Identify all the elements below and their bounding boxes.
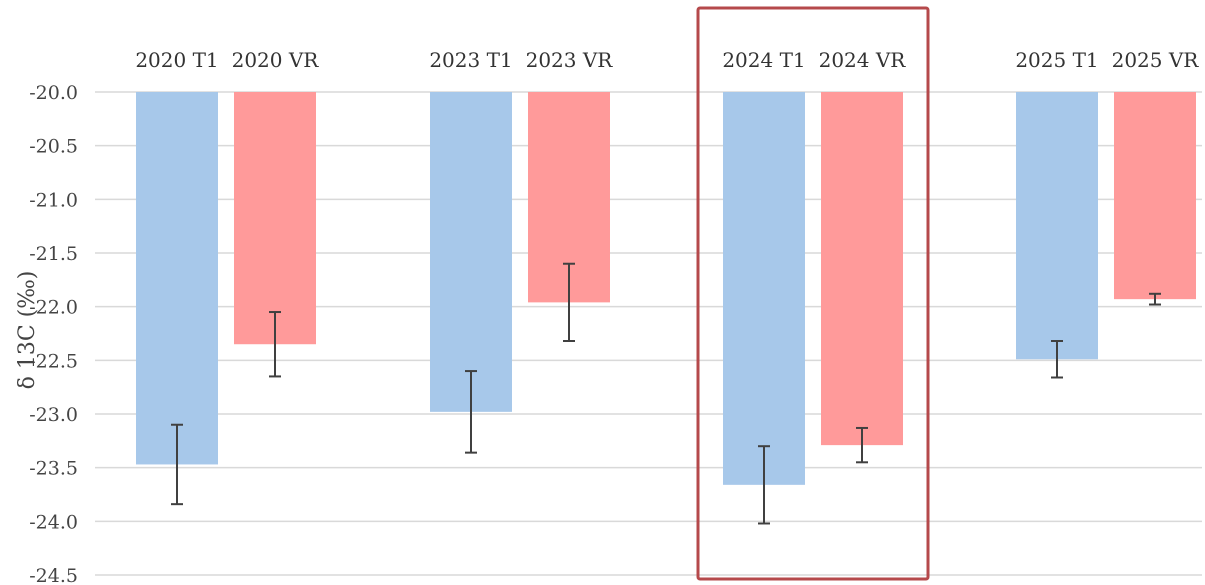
bar-2024-t1 [723, 92, 805, 485]
bar-2024-vr [821, 92, 903, 446]
y-tick-label: -21.0 [29, 189, 78, 211]
category-labels: 2020 T1 2020 VR 2023 T1 2023 VR 2024 T1 2024 … [135, 48, 1199, 72]
y-tick-label: -22.0 [29, 297, 78, 319]
bar-2025-t1 [1016, 92, 1098, 360]
error-bar [563, 262, 575, 343]
category-label: 2024 VR [819, 48, 907, 72]
y-tick-label: -24.0 [29, 511, 78, 533]
y-axis-ticks: -20.0 -20.5 -21.0 -21.5 -22.0 -22.5 -23.0 -23.5… [29, 82, 78, 585]
error-bar [269, 311, 281, 378]
category-label: 2025 VR [1112, 48, 1200, 72]
y-tick-label: -20.0 [29, 82, 78, 104]
error-bar [171, 423, 183, 506]
error-bar [1149, 292, 1161, 306]
y-tick-label: -23.0 [29, 404, 78, 426]
error-bars [171, 262, 1161, 525]
bar-2023-t1 [430, 92, 512, 412]
highlight-box-outline [696, 6, 930, 581]
error-bar [465, 370, 477, 454]
y-tick-label: -20.5 [29, 136, 78, 158]
bar-2020-t1 [136, 92, 218, 465]
category-label: 2023 VR [526, 48, 614, 72]
y-axis-title: δ 13C (‰) [15, 271, 40, 390]
y-tick-label: -22.5 [29, 350, 78, 372]
y-tick-label: -24.5 [29, 565, 78, 585]
bar-2025-vr [1114, 92, 1196, 300]
category-label: 2020 T1 [135, 48, 218, 72]
y-tick-label: -21.5 [29, 243, 78, 265]
error-bar [1051, 340, 1063, 379]
category-label: 2023 T1 [429, 48, 512, 72]
category-label: 2024 T1 [722, 48, 805, 72]
category-label: 2020 VR [232, 48, 320, 72]
bar-2020-vr [234, 92, 316, 345]
bars [136, 92, 1196, 485]
error-bar [758, 445, 770, 525]
category-label: 2025 T1 [1015, 48, 1098, 72]
error-bar [856, 426, 868, 464]
y-tick-label: -23.5 [29, 458, 78, 480]
highlight-box [696, 6, 930, 581]
